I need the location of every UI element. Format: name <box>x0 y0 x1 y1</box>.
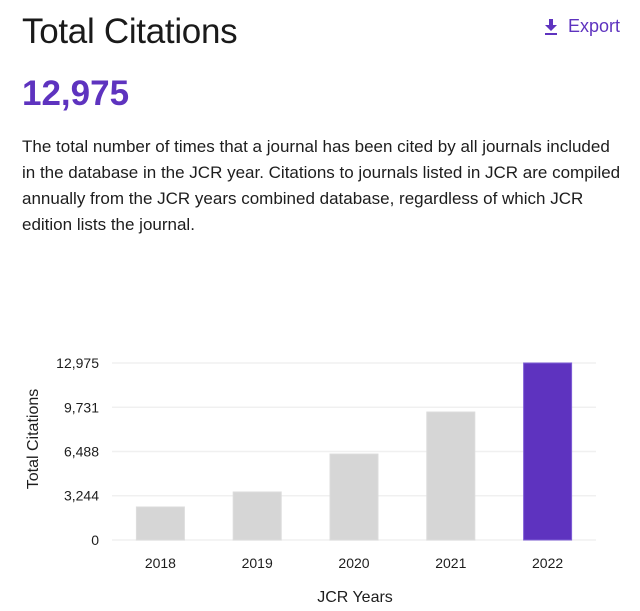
x-tick-label: 2020 <box>338 555 369 571</box>
x-tick-label: 2018 <box>145 555 176 571</box>
bar-2020[interactable] <box>329 453 379 541</box>
export-button[interactable]: Export <box>544 16 620 37</box>
metric-description: The total number of times that a journal… <box>22 137 621 234</box>
x-axis-label: JCR Years <box>317 589 393 606</box>
y-tick-label: 0 <box>91 532 99 548</box>
bar-2022[interactable] <box>523 362 573 541</box>
page-title: Total Citations <box>22 12 238 51</box>
export-label: Export <box>567 16 620 36</box>
x-tick-label: 2022 <box>532 555 563 571</box>
y-tick-label: 6,488 <box>64 443 99 459</box>
metric-value: 12,975 <box>22 74 130 113</box>
y-tick-label: 9,731 <box>64 399 99 415</box>
bar-2021[interactable] <box>426 411 476 541</box>
y-tick-label: 3,244 <box>64 488 99 504</box>
citations-bar-chart: 0 3,244 6,488 9,731 12,975 2018 2019 2020 2021 2… <box>25 355 596 606</box>
bar-2018[interactable] <box>135 506 185 541</box>
download-icon <box>544 18 557 35</box>
x-tick-label: 2021 <box>435 555 466 571</box>
bar-2019[interactable] <box>232 491 282 541</box>
x-tick-label: 2019 <box>242 555 273 571</box>
y-axis-label: Total Citations <box>25 389 42 490</box>
y-tick-label: 12,975 <box>56 355 99 371</box>
